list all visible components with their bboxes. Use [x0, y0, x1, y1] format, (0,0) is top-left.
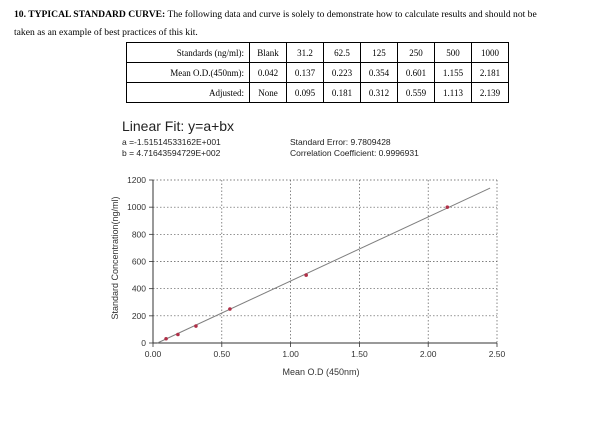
data-point: [164, 336, 168, 341]
x-tick-label: 0.00: [145, 349, 162, 359]
y-tick-label: 800: [132, 229, 146, 239]
x-axis-label: Mean O.D (450nm): [282, 367, 359, 377]
x-tick-label: 2.00: [420, 349, 437, 359]
adjusted-row: Adjusted: None 0.095 0.181 0.312 0.559 1…: [126, 82, 509, 103]
fit-line: [157, 187, 491, 344]
chart-axes: [149, 179, 498, 347]
data-point: [228, 307, 232, 311]
fit-line-group: [157, 187, 491, 344]
data-point: [194, 324, 198, 328]
standards-table: Standards (ng/ml): Blank 31.2 62.5 125 2…: [126, 42, 509, 103]
fit-coefficient-a: a =-1.51514533162E+001: [122, 137, 221, 147]
y-tick-label: 200: [132, 311, 146, 321]
y-tick-label: 600: [132, 257, 146, 267]
y-tick-label: 1200: [127, 175, 146, 185]
y-axis-label: Standard Concentration(ng/ml): [110, 196, 120, 319]
x-tick-label: 0.50: [214, 349, 231, 359]
data-points: [164, 205, 450, 341]
intro-text-line2: taken as an example of best practices of…: [14, 27, 198, 38]
x-tick-label: 1.50: [351, 349, 368, 359]
data-point: [304, 273, 308, 277]
section-heading: 10. TYPICAL STANDARD CURVE:: [14, 9, 166, 20]
y-tick-label: 400: [132, 284, 146, 294]
fit-standard-error: Standard Error: 9.7809428: [290, 137, 391, 147]
row-header: Adjusted:: [126, 82, 250, 103]
fit-correlation: Correlation Coefficient: 0.9996931: [290, 148, 419, 158]
table-cell: 2.139: [471, 82, 509, 103]
data-point: [176, 332, 180, 337]
x-tick-label: 1.00: [282, 349, 299, 359]
x-tick-label: 2.50: [489, 349, 506, 359]
intro-paragraph: 10. TYPICAL STANDARD CURVE: The followin…: [14, 6, 589, 42]
y-tick-label: 1000: [127, 202, 146, 212]
intro-text-line1: The following data and curve is solely t…: [167, 9, 537, 20]
table-cell: 0.559: [397, 82, 435, 103]
fit-title: Linear Fit: y=a+bx: [122, 118, 235, 134]
data-point: [445, 205, 450, 209]
tick-labels: 0 200 400 600 800 1000 1200 0.00 0.50 1.00 1.50 2.0…: [127, 175, 505, 359]
mean-od-row: Mean O.D.(450nm): 0.042 0.137 0.223 0.35…: [126, 62, 509, 83]
y-tick-label: 0: [141, 338, 146, 348]
grid-lines: [153, 179, 498, 343]
fit-coefficient-b: b = 4.71643594729E+002: [122, 148, 221, 158]
